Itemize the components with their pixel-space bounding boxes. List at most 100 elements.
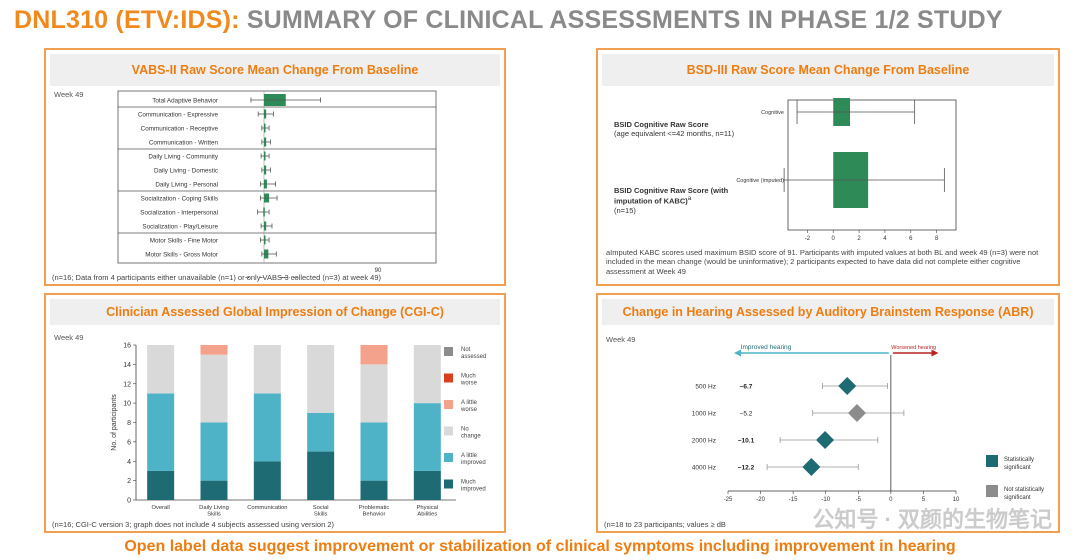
bsid-frame xyxy=(787,99,957,231)
abr-legend-sig-label: significant xyxy=(1004,465,1031,471)
abr-legend-nonsig-swatch xyxy=(986,485,998,497)
vabs-category-label: Motor Skills - Gross Motor xyxy=(145,252,218,259)
abr-worsened-label: Worsened hearing xyxy=(891,345,936,351)
vabs-category-label: Communication - Receptive xyxy=(141,126,219,133)
cgi-bar-segment xyxy=(307,451,335,500)
cgi-legend-label: change xyxy=(461,434,481,440)
cgi-panel: Clinician Assessed Global Impression of … xyxy=(44,293,506,533)
cgi-tick-label: 6 xyxy=(127,439,131,446)
abr-panel: Change in Hearing Assessed by Auditory B… xyxy=(596,293,1060,533)
vabs-frame xyxy=(117,90,437,264)
bottom-conclusion: Open label data suggest improvement or s… xyxy=(124,538,956,555)
title-prefix: DNL310 (ETV:IDS): xyxy=(14,6,240,34)
cgi-header: Clinician Assessed Global Impression of … xyxy=(50,299,500,325)
cgi-legend-swatch xyxy=(444,400,453,409)
cgi-legend-swatch xyxy=(444,479,453,489)
cgi-bar-segment xyxy=(360,422,388,481)
title-main: SUMMARY OF CLINICAL ASSESSMENTS IN PHASE… xyxy=(246,6,1003,34)
cgi-bar-segment xyxy=(413,470,441,500)
cgi-legend-label: Much xyxy=(461,480,476,486)
page-title: DNL310 (ETV:IDS): SUMMARY OF CLINICAL AS… xyxy=(14,6,1003,35)
vabs-category-label: Total Adaptive Behavior xyxy=(152,98,218,105)
cgi-bar-segment xyxy=(147,393,175,471)
cgi-category-label: Behavior xyxy=(363,512,386,518)
watermark: 公知号 · 双颜的生物笔记 xyxy=(812,507,1052,532)
vabs-week: Week 49 xyxy=(54,90,84,99)
cgi-footnote: (n=16; CGI-C version 3; graph does not i… xyxy=(52,520,335,529)
cgi-category-label: Physical xyxy=(417,505,439,511)
cgi-tick-label: 8 xyxy=(127,420,131,427)
abr-week: Week 49 xyxy=(606,335,636,344)
cgi-bar-segment xyxy=(253,393,281,462)
abr-category-label: 1000 Hz xyxy=(692,411,716,418)
cgi-tick-label: 12 xyxy=(123,381,131,388)
abr-point-marker xyxy=(838,377,857,395)
bsid-tick-label: 4 xyxy=(883,236,887,242)
cgi-legend-swatch xyxy=(444,373,453,383)
abr-category-label: 2000 Hz xyxy=(692,438,716,445)
abr-improved-label: Improved hearing xyxy=(741,344,792,351)
bsid-tick-label: -2 xyxy=(805,236,811,242)
cgi-legend-label: No xyxy=(461,427,469,433)
cgi-bar-segment xyxy=(200,480,228,500)
bsid-label-2: BSID Cognitive Raw Score (with imputatio… xyxy=(614,186,744,215)
bsid-header: BSD-III Raw Score Mean Change From Basel… xyxy=(602,54,1054,86)
abr-value-label: −6.7 xyxy=(740,384,753,391)
bsid-label-2-rest: (n=15) xyxy=(614,205,636,215)
cgi-bar-segment xyxy=(360,480,388,500)
cgi-tick-label: 4 xyxy=(127,459,131,466)
cgi-category-label: Overall xyxy=(151,505,169,511)
cgi-tick-label: 10 xyxy=(123,401,131,408)
cgi-category-label: Skills xyxy=(314,512,328,518)
cgi-tick-label: 14 xyxy=(123,362,131,369)
vabs-category-label: Socialization - Interpersonal xyxy=(140,210,218,217)
cgi-category-label: Problematic xyxy=(359,505,390,511)
bsid-tick-label: 2 xyxy=(857,236,861,242)
cgi-category-label: Abilities xyxy=(417,512,437,518)
abr-legend-sig-label: Statistically xyxy=(1004,457,1034,463)
bsid-footnote: aImputed KABC scores used maximum BSID s… xyxy=(606,248,1039,276)
abr-tick-label: 10 xyxy=(953,497,960,503)
cgi-legend-label: Much xyxy=(461,374,476,380)
abr-point-marker xyxy=(802,458,821,476)
vabs-footnote: (n=16; Data from 4 participants either u… xyxy=(52,273,381,282)
abr-chart: Improved hearing Worsened hearing -25 -20 -1… xyxy=(692,344,1044,503)
abr-value-label: −5.2 xyxy=(740,411,753,418)
cgi-category-label: Social xyxy=(313,505,329,511)
vabs-category-label: Socialization - Play/Leisure xyxy=(142,224,218,231)
cgi-tick-label: 2 xyxy=(127,478,131,485)
abr-improved-arrowhead xyxy=(734,349,741,357)
abr-tick-label: 5 xyxy=(922,497,926,503)
vabs-x-axis-label: Mean Change (95% CI) xyxy=(245,277,299,278)
abr-tick-label: 0 xyxy=(889,497,893,503)
vabs-chart: Total Adaptive Behavior Communication - E… xyxy=(117,90,437,278)
abr-worsened-arrowhead xyxy=(931,349,939,357)
cgi-category-label: Daily Living xyxy=(199,505,229,511)
abr-point-marker xyxy=(816,431,835,449)
cgi-category-label: Skills xyxy=(207,512,221,518)
abr-legend-nonsig-label: Not statistically xyxy=(1004,487,1044,493)
bsid-category-label: Cognitive (imputed) xyxy=(736,178,784,184)
vabs-panel: VABS-II Raw Score Mean Change From Basel… xyxy=(44,48,506,286)
abr-tick-label: -15 xyxy=(789,497,798,503)
cgi-bar-segment xyxy=(200,354,228,423)
cgi-week: Week 49 xyxy=(54,333,84,342)
vabs-category-label: Daily Living - Personal xyxy=(155,182,218,189)
cgi-legend-swatch xyxy=(444,453,453,462)
abr-category-label: 4000 Hz xyxy=(692,465,716,472)
abr-legend-sig-swatch xyxy=(986,455,998,467)
cgi-bar-segment xyxy=(413,345,441,404)
cgi-legend-swatch xyxy=(444,347,453,356)
cgi-legend-label: improved xyxy=(461,487,486,493)
cgi-bar-segment xyxy=(307,412,335,452)
cgi-legend-label: Not xyxy=(461,347,471,353)
cgi-legend-swatch xyxy=(444,426,453,436)
cgi-y-axis-label: No. of participants xyxy=(111,394,118,451)
cgi-bar-segment xyxy=(200,422,228,481)
vabs-category-label: Motor Skills - Fine Motor xyxy=(150,238,218,245)
abr-point-marker xyxy=(847,404,866,422)
bsid-label-2-bold: BSID Cognitive Raw Score (with imputatio… xyxy=(614,186,729,206)
cgi-bar-segment xyxy=(147,345,175,394)
cgi-tick-label: 0 xyxy=(127,498,131,505)
cgi-bar-segment xyxy=(360,364,388,423)
